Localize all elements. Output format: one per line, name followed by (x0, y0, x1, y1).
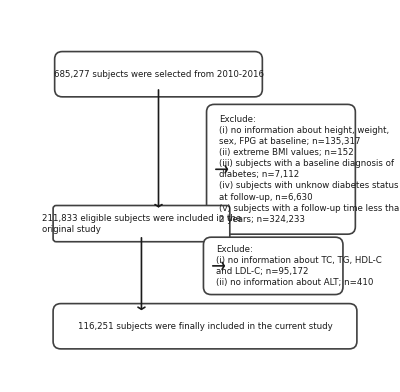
Text: 116,251 subjects were finally included in the current study: 116,251 subjects were finally included i… (78, 322, 332, 331)
Text: Exclude:
(i) no information about TC, TG, HDL-C
and LDL-C; n=95,172
(ii) no info: Exclude: (i) no information about TC, TG… (216, 245, 382, 287)
Text: 685,277 subjects were selected from 2010-2016: 685,277 subjects were selected from 2010… (54, 70, 264, 79)
FancyBboxPatch shape (204, 237, 343, 294)
FancyBboxPatch shape (55, 52, 262, 97)
Text: Exclude:
(i) no information about height, weight,
sex, FPG at baseline; n=135,31: Exclude: (i) no information about height… (219, 115, 400, 224)
FancyBboxPatch shape (53, 205, 230, 242)
FancyBboxPatch shape (206, 104, 355, 234)
Text: 211,833 eligible subjects were included in the
original study: 211,833 eligible subjects were included … (42, 214, 241, 234)
FancyBboxPatch shape (53, 303, 357, 349)
